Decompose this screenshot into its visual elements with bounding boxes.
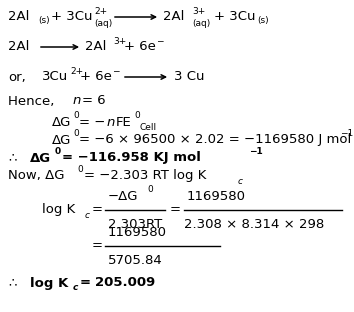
Text: 2Al: 2Al	[8, 11, 29, 23]
Text: =: =	[80, 276, 96, 290]
Text: ∴: ∴	[8, 276, 16, 290]
Text: Hence,: Hence,	[8, 95, 59, 108]
Text: Cell: Cell	[140, 123, 157, 131]
Text: c: c	[73, 284, 78, 293]
Text: or,: or,	[8, 71, 26, 84]
Text: 0: 0	[73, 129, 79, 139]
Text: 2Al: 2Al	[8, 41, 29, 53]
Text: 2.303RT: 2.303RT	[108, 217, 162, 231]
Text: 5705.84: 5705.84	[108, 253, 163, 266]
Text: =: =	[170, 203, 181, 217]
Text: 1169580: 1169580	[108, 226, 167, 238]
Text: + 3Cu: + 3Cu	[214, 11, 256, 23]
Text: ∴: ∴	[8, 152, 16, 164]
Text: c: c	[238, 177, 243, 186]
Text: 0: 0	[147, 186, 153, 194]
Text: ΔG: ΔG	[52, 115, 72, 129]
Text: 3+: 3+	[113, 37, 126, 46]
Text: −1: −1	[340, 129, 353, 139]
Text: 0: 0	[134, 111, 140, 120]
Text: 1169580: 1169580	[187, 189, 246, 202]
Text: = −: = −	[79, 115, 105, 129]
Text: −: −	[112, 66, 120, 76]
Text: 2.308 × 8.314 × 298: 2.308 × 8.314 × 298	[184, 217, 324, 231]
Text: 205.009: 205.009	[95, 276, 155, 290]
Text: 3 Cu: 3 Cu	[174, 71, 205, 84]
Text: (aq): (aq)	[94, 19, 112, 28]
Text: log K: log K	[30, 276, 68, 290]
Text: −ΔG: −ΔG	[108, 189, 138, 202]
Text: = −6 × 96500 × 2.02 = −1169580 J mol: = −6 × 96500 × 2.02 = −1169580 J mol	[79, 134, 351, 147]
Text: 2+: 2+	[94, 7, 107, 16]
Text: c: c	[85, 211, 90, 220]
Text: n: n	[107, 115, 115, 129]
Text: 0: 0	[73, 111, 79, 120]
Text: (s): (s)	[38, 16, 50, 25]
Text: = −2.303 RT log K: = −2.303 RT log K	[84, 169, 206, 183]
Text: (s): (s)	[257, 16, 269, 25]
Text: ΔG: ΔG	[30, 152, 51, 164]
Text: 0: 0	[77, 165, 83, 174]
Text: Now, ΔG: Now, ΔG	[8, 169, 64, 183]
Text: 0: 0	[55, 148, 61, 157]
Text: FE: FE	[116, 115, 132, 129]
Text: (aq): (aq)	[192, 19, 210, 28]
Text: 2Al: 2Al	[163, 11, 184, 23]
Text: 3Cu: 3Cu	[42, 71, 68, 84]
Text: =: =	[92, 240, 103, 252]
Text: n: n	[73, 95, 81, 108]
Text: = 6: = 6	[82, 95, 105, 108]
Text: + 6e: + 6e	[124, 41, 156, 53]
Text: ΔG: ΔG	[52, 134, 72, 147]
Text: 2+: 2+	[70, 66, 83, 76]
Text: + 6e: + 6e	[80, 71, 112, 84]
Text: + 3Cu: + 3Cu	[51, 11, 92, 23]
Text: = −116.958 KJ mol: = −116.958 KJ mol	[62, 152, 201, 164]
Text: =: =	[92, 203, 103, 217]
Text: −: −	[156, 37, 164, 46]
Text: log K: log K	[42, 203, 75, 217]
Text: 2Al: 2Al	[85, 41, 106, 53]
Text: 3+: 3+	[192, 7, 205, 16]
Text: −1: −1	[249, 148, 263, 157]
